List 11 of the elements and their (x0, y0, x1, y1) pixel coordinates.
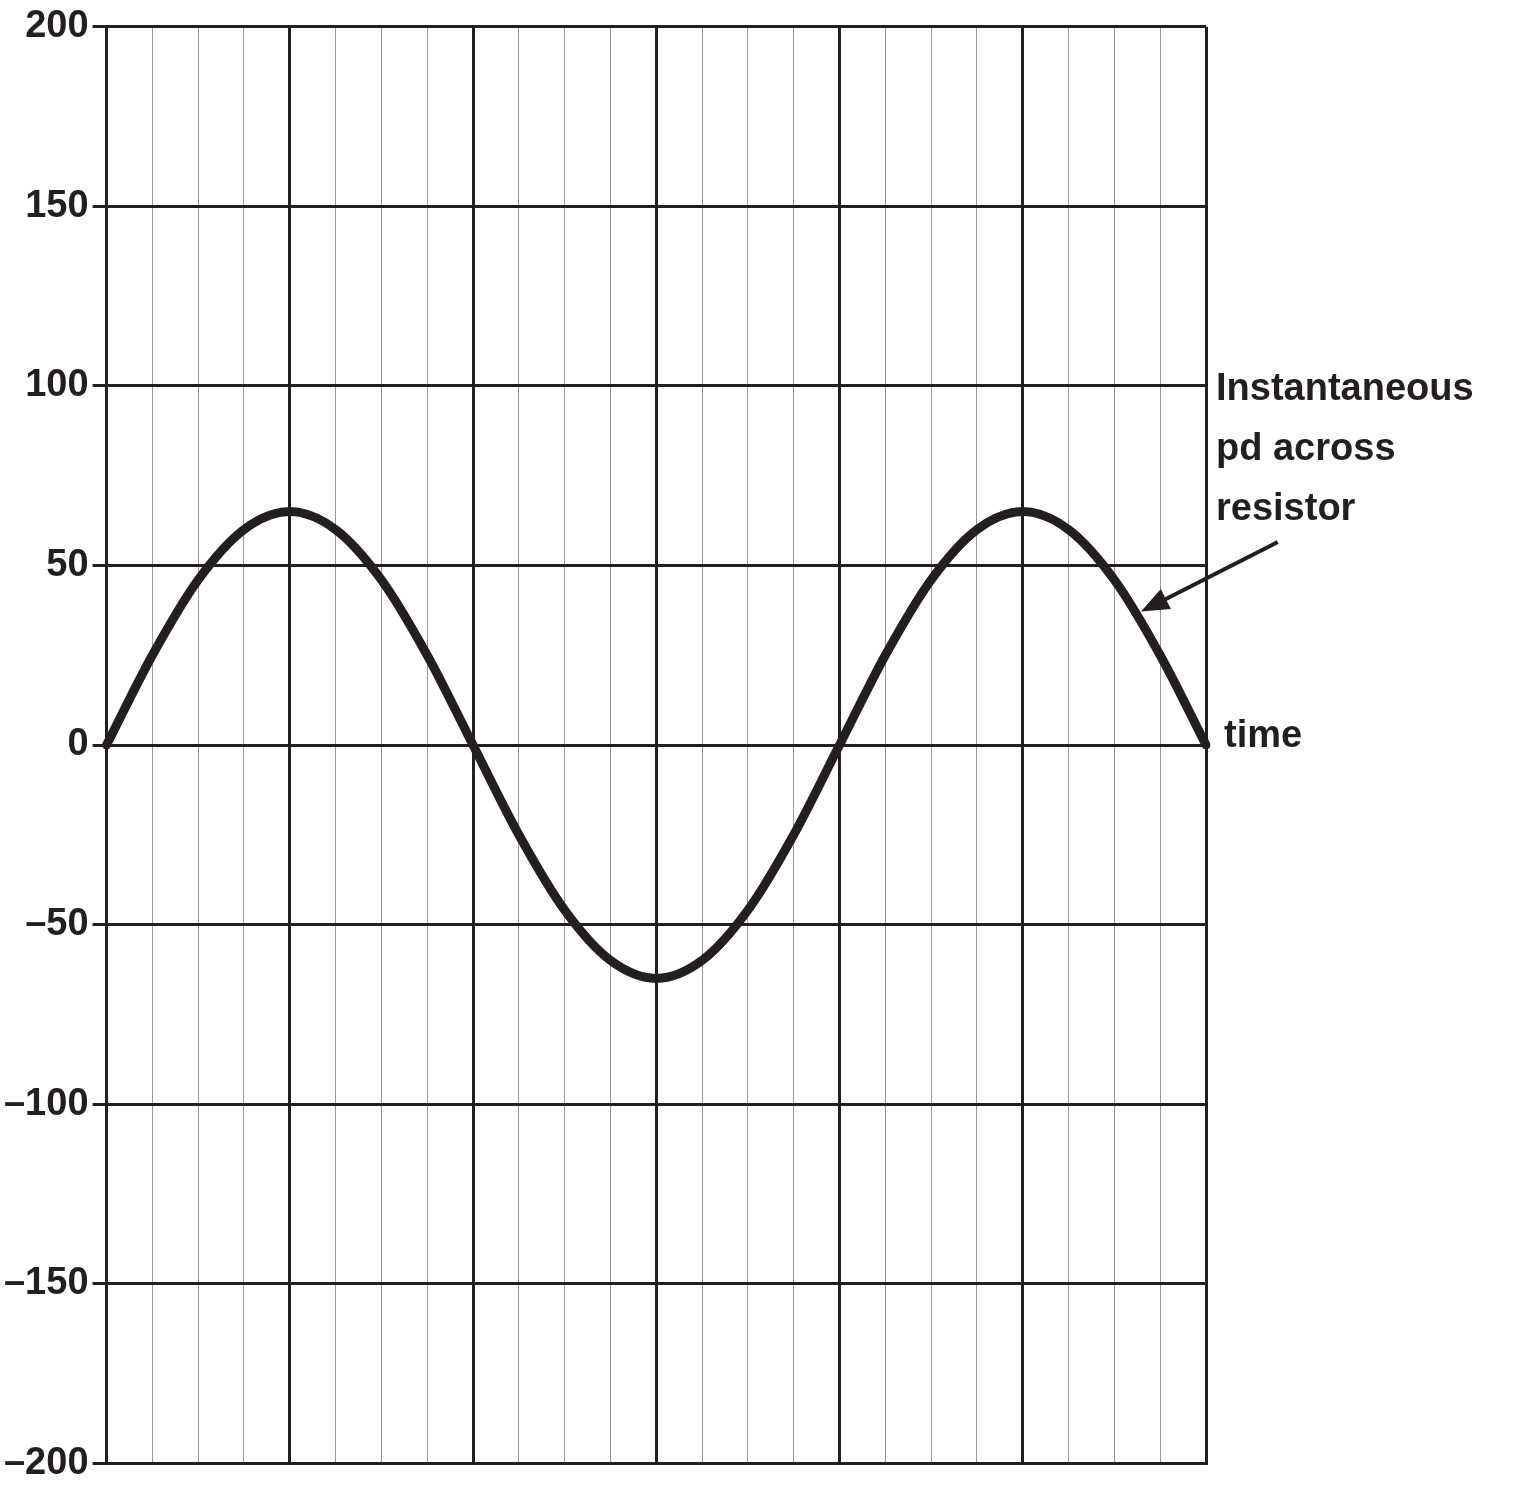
text: Instantaneous pd across resistor (1216, 366, 1474, 529)
y-tick-label: –50 (25, 901, 89, 944)
x-axis-title: time (1224, 713, 1303, 756)
y-tick-label: 150 (25, 182, 89, 225)
y-tick-label: –150 (3, 1260, 89, 1303)
y-tick-label: –100 (3, 1080, 89, 1123)
y-tick-label: 50 (46, 541, 89, 584)
y-tick-label: 200 (25, 3, 89, 46)
y-tick-label: 100 (25, 362, 89, 405)
y-tick-label: 0 (67, 721, 89, 764)
y-tick-label: –200 (3, 1439, 89, 1482)
